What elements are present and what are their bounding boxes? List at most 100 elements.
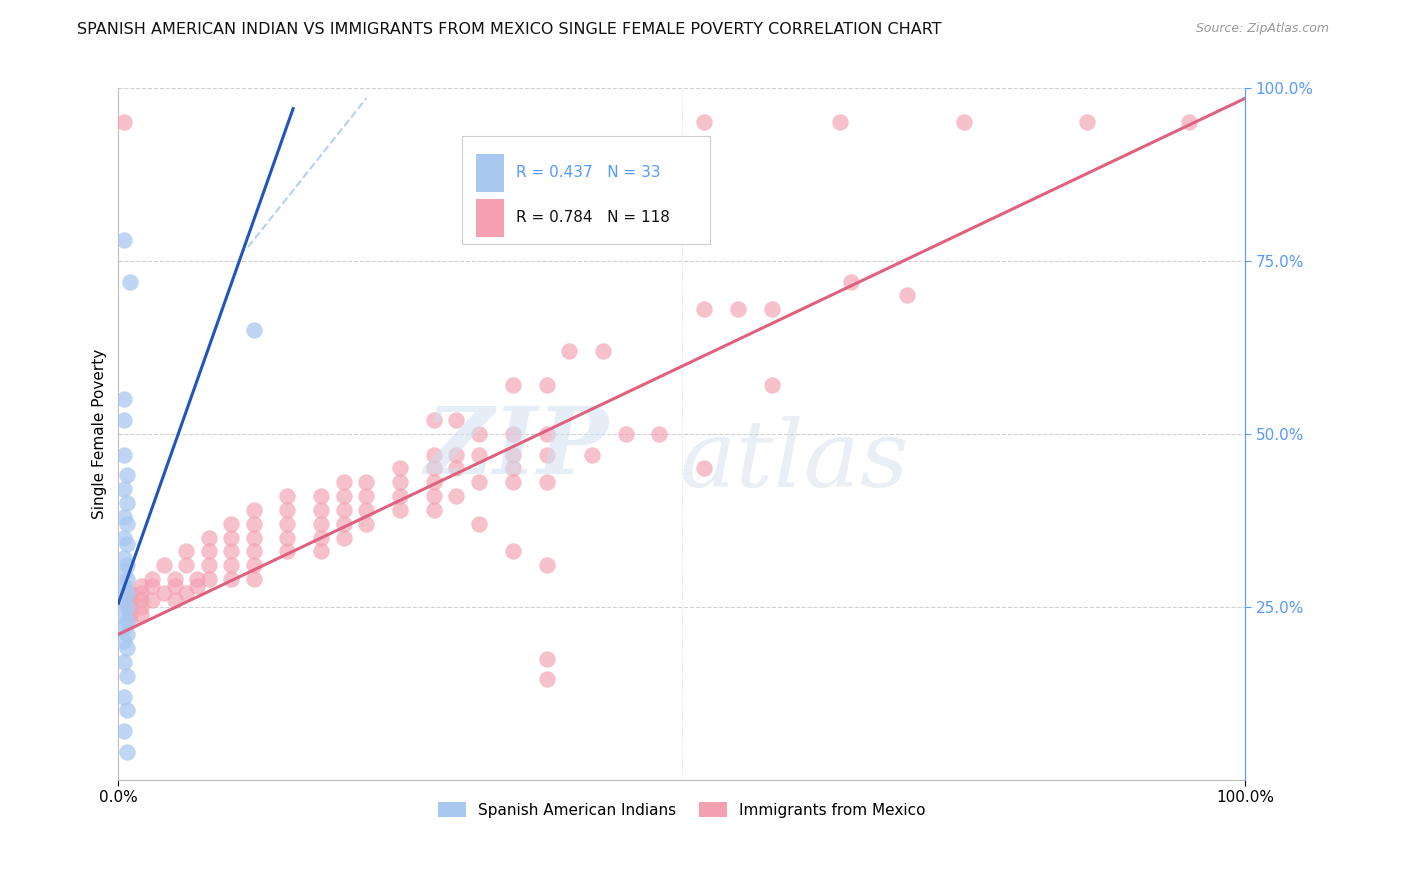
Legend: Spanish American Indians, Immigrants from Mexico: Spanish American Indians, Immigrants fro… — [432, 796, 931, 824]
Point — [141, 592, 163, 607]
Point — [828, 115, 851, 129]
Point — [242, 323, 264, 337]
Point — [117, 627, 139, 641]
Point — [197, 531, 219, 545]
Point — [174, 544, 197, 558]
Point — [1178, 115, 1201, 129]
Point — [141, 572, 163, 586]
Point — [112, 565, 135, 579]
Point — [693, 461, 716, 475]
Point — [112, 592, 135, 607]
Point — [117, 669, 139, 683]
Point — [219, 516, 242, 531]
Point — [129, 579, 152, 593]
Point — [536, 170, 558, 185]
Point — [333, 516, 356, 531]
Point — [117, 468, 139, 483]
Point — [536, 448, 558, 462]
Point — [536, 558, 558, 573]
Point — [389, 489, 412, 503]
Point — [276, 489, 298, 503]
Point — [163, 592, 186, 607]
Point — [356, 503, 378, 517]
Point — [693, 302, 716, 317]
Point — [502, 448, 524, 462]
Point — [117, 537, 139, 551]
Point — [117, 599, 139, 614]
Point — [112, 413, 135, 427]
Point — [219, 558, 242, 573]
Point — [536, 426, 558, 441]
Point — [468, 448, 491, 462]
Point — [117, 614, 139, 628]
Text: R = 0.784   N = 118: R = 0.784 N = 118 — [516, 210, 671, 225]
Point — [423, 461, 446, 475]
Point — [219, 544, 242, 558]
Point — [118, 275, 141, 289]
Point — [581, 448, 603, 462]
Point — [423, 489, 446, 503]
Point — [117, 558, 139, 573]
Point — [558, 343, 581, 358]
Y-axis label: Single Female Poverty: Single Female Poverty — [93, 349, 107, 519]
Point — [446, 461, 468, 475]
Point — [117, 703, 139, 717]
Point — [242, 531, 264, 545]
Point — [129, 599, 152, 614]
Point — [112, 448, 135, 462]
Point — [356, 516, 378, 531]
Point — [333, 503, 356, 517]
Point — [112, 607, 135, 621]
Point — [423, 448, 446, 462]
Point — [592, 343, 614, 358]
Point — [952, 115, 974, 129]
Point — [112, 115, 135, 129]
Point — [536, 378, 558, 392]
Point — [197, 558, 219, 573]
FancyBboxPatch shape — [463, 136, 710, 244]
Point — [186, 579, 208, 593]
Point — [309, 544, 332, 558]
FancyBboxPatch shape — [475, 199, 503, 236]
Point — [309, 531, 332, 545]
Point — [446, 413, 468, 427]
Point — [761, 378, 783, 392]
Point — [118, 607, 141, 621]
Point — [333, 489, 356, 503]
Point — [446, 448, 468, 462]
Point — [197, 572, 219, 586]
Text: atlas: atlas — [679, 417, 910, 507]
Point — [648, 426, 671, 441]
Point — [118, 586, 141, 600]
Point — [242, 503, 264, 517]
Point — [389, 475, 412, 490]
Point — [309, 489, 332, 503]
Point — [152, 586, 174, 600]
Point — [536, 651, 558, 665]
Point — [536, 475, 558, 490]
Point — [129, 592, 152, 607]
Point — [536, 673, 558, 687]
Point — [614, 426, 637, 441]
Point — [389, 461, 412, 475]
Point — [112, 579, 135, 593]
Point — [896, 288, 918, 302]
Point — [276, 544, 298, 558]
Point — [118, 599, 141, 614]
Point — [333, 475, 356, 490]
FancyBboxPatch shape — [475, 153, 503, 192]
Point — [219, 531, 242, 545]
Point — [117, 572, 139, 586]
Point — [117, 586, 139, 600]
Point — [309, 516, 332, 531]
Point — [423, 413, 446, 427]
Point — [112, 509, 135, 524]
Point — [502, 475, 524, 490]
Point — [242, 558, 264, 573]
Point — [446, 489, 468, 503]
Point — [468, 426, 491, 441]
Point — [242, 516, 264, 531]
Point — [502, 461, 524, 475]
Point — [117, 516, 139, 531]
Point — [118, 614, 141, 628]
